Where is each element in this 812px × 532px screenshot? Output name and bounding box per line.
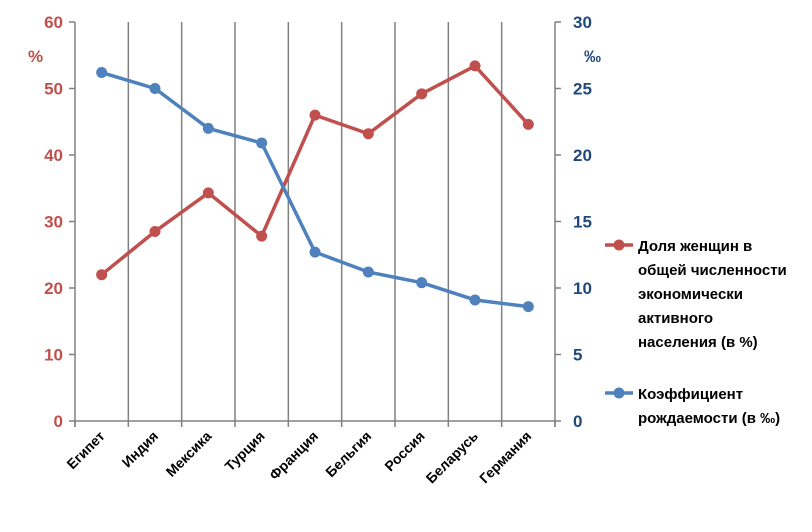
legend-marker-1 <box>614 388 625 399</box>
right-axis-unit: ‰ <box>584 47 601 66</box>
line-chart: 0 10 20 30 40 50 60 0 5 10 15 20 25 30 % ‰ Египет Инд… <box>0 0 812 532</box>
series-1-point <box>256 138 267 149</box>
left-tick-label: 40 <box>44 146 63 165</box>
series-1-point <box>203 123 214 134</box>
legend-label-line: активного <box>638 310 713 327</box>
category-label: Бельгия <box>322 428 374 480</box>
legend-label-line: рождаемости (в ‰) <box>638 410 780 427</box>
series-0-point <box>363 128 374 139</box>
left-tick-label: 10 <box>44 346 63 365</box>
series-1-point <box>470 294 481 305</box>
right-tick-label: 10 <box>573 279 592 298</box>
series-1-point <box>150 83 161 94</box>
series-1-point <box>523 301 534 312</box>
axes <box>69 22 561 427</box>
category-label: Индия <box>119 428 162 471</box>
left-tick-label: 60 <box>44 13 63 32</box>
series-0-point <box>256 231 267 242</box>
left-tick-label: 0 <box>54 412 63 431</box>
series-1-point <box>416 277 427 288</box>
right-tick-label: 20 <box>573 146 592 165</box>
category-label: Франция <box>266 428 321 483</box>
series-layer <box>96 60 534 312</box>
left-tick-label: 30 <box>44 213 63 232</box>
series-line-1 <box>102 73 529 307</box>
series-0-point <box>310 110 321 121</box>
legend-label-line: Коэффициент <box>638 386 743 403</box>
series-1-point <box>363 267 374 278</box>
series-0-point <box>203 187 214 198</box>
series-0-point <box>470 60 481 71</box>
category-label: Турция <box>221 428 267 474</box>
legend-label-line: населения (в %) <box>638 334 758 351</box>
right-tick-label: 30 <box>573 13 592 32</box>
series-0-point <box>416 88 427 99</box>
left-tick-label: 50 <box>44 80 63 99</box>
right-tick-label: 5 <box>573 346 582 365</box>
left-axis-ticks: 0 10 20 30 40 50 60 <box>44 13 63 431</box>
category-label: Германия <box>476 428 534 486</box>
category-label: Беларусь <box>423 428 482 487</box>
series-0-point <box>96 269 107 280</box>
legend-label-line: экономически <box>638 286 743 303</box>
series-1-point <box>96 67 107 78</box>
legend: Доля женщин в общей численности экономичес… <box>605 238 787 427</box>
right-tick-label: 15 <box>573 213 592 232</box>
right-tick-label: 0 <box>573 412 582 431</box>
left-tick-label: 20 <box>44 279 63 298</box>
legend-label-line: Доля женщин в <box>638 238 752 255</box>
legend-marker-0 <box>614 240 625 251</box>
series-0-point <box>523 119 534 130</box>
category-label: Мексика <box>163 428 215 480</box>
category-label: Россия <box>381 428 427 474</box>
series-0-point <box>150 226 161 237</box>
category-label: Египет <box>63 428 107 472</box>
left-axis-unit: % <box>28 47 43 66</box>
right-tick-label: 25 <box>573 80 592 99</box>
legend-label-line: общей численности <box>638 262 787 279</box>
right-axis-ticks: 0 5 10 15 20 25 30 <box>573 13 592 431</box>
series-1-point <box>310 247 321 258</box>
